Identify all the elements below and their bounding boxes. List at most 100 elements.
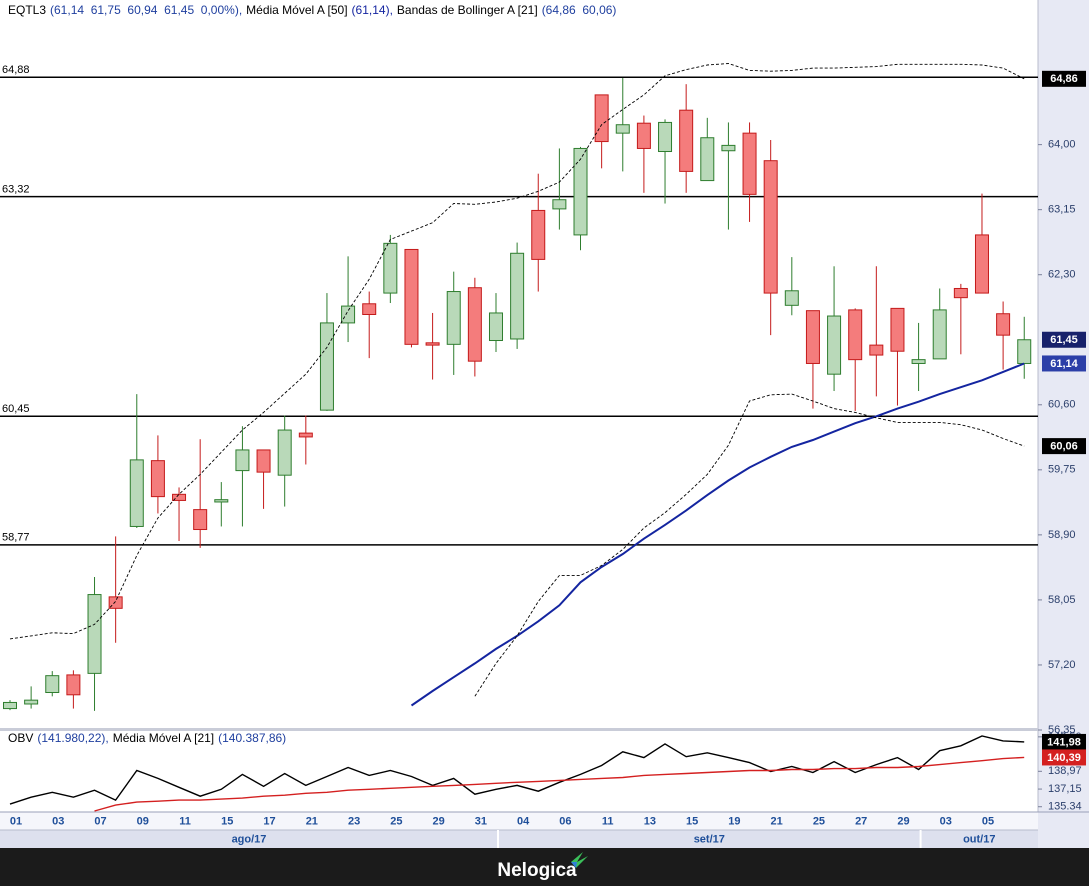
x-tick-label: 27 [855, 815, 867, 827]
price-legend: EQTL3 (61,14 61,75 60,94 61,45 0,00%), Méd… [8, 3, 616, 17]
x-tick-label: 19 [728, 815, 740, 827]
value-box-label: 61,45 [1050, 334, 1078, 346]
y-tick-label: 58,05 [1048, 594, 1076, 606]
value-box-label: 61,14 [1050, 358, 1078, 370]
candle-body [488, 312, 503, 342]
series-line [94, 756, 1025, 812]
candle-body [298, 432, 313, 438]
y-tick-label: 63,15 [1048, 204, 1076, 216]
y-tick-label: 135.34 [1048, 801, 1082, 813]
candle-body [932, 309, 947, 360]
x-tick-label: 31 [475, 815, 487, 827]
x-tick-label: 11 [602, 815, 614, 827]
legend-part: (61,14 61,75 60,94 61,45 0,00%), [50, 3, 242, 17]
footer [0, 848, 1089, 886]
candle-body [552, 199, 567, 210]
candle-body [129, 459, 144, 527]
y-tick-label: 137,15 [1048, 783, 1082, 795]
candle-body [150, 460, 165, 498]
x-tick-label: 13 [644, 815, 656, 827]
series-line [9, 735, 1025, 805]
value-box-label: 140,39 [1047, 752, 1081, 764]
x-tick-label: 06 [559, 815, 571, 827]
x-tick-label: 03 [940, 815, 952, 827]
legend-part: (140.387,86) [218, 731, 286, 745]
candle-body [974, 234, 989, 294]
level-label: 60,45 [2, 403, 30, 415]
month-label: out/17 [963, 833, 995, 845]
x-tick-label: 03 [52, 815, 64, 827]
candle-body [108, 596, 123, 609]
legend-part: (141.980,22), [37, 731, 108, 745]
axes: 64,00 63,15 62,30 60,60 59,75 58,90 58,05 57,20… [10, 70, 1086, 848]
obv-panel [9, 735, 1025, 812]
candle-body [404, 248, 419, 345]
candle-body [869, 344, 884, 356]
value-box [1042, 749, 1086, 766]
x-tick-label: 25 [813, 815, 825, 827]
price-axis-panel [1038, 0, 1089, 848]
level-label: 58,77 [2, 532, 30, 544]
month-label: set/17 [694, 833, 725, 845]
month-axis [0, 830, 1038, 848]
value-box [1042, 438, 1086, 455]
candle-body [848, 309, 863, 361]
y-tick-label: 59,75 [1048, 464, 1076, 476]
logo [571, 862, 577, 868]
value-box-label: 60,06 [1050, 441, 1078, 453]
candle-body [679, 109, 694, 172]
candle-body [531, 209, 546, 260]
y-tick-label: 62,30 [1048, 269, 1076, 281]
candle-body [911, 359, 926, 364]
y-tick-label: 56,35 [1048, 724, 1076, 736]
candle-body [763, 160, 778, 294]
series-line [9, 63, 1025, 640]
candle-body [721, 144, 736, 152]
legend-part: EQTL3 [8, 3, 46, 17]
candle-body [172, 493, 187, 501]
x-tick-label: 07 [94, 815, 106, 827]
candle-body [467, 287, 482, 362]
price-panel: 64,88 63,32 60,45 58,77 [0, 63, 1038, 711]
y-tick-label: 58,90 [1048, 529, 1076, 541]
candle-body [510, 252, 525, 340]
x-tick-label: 29 [432, 815, 444, 827]
candle-body [784, 290, 799, 306]
obv-legend: OBV (141.980,22), Média Móvel A [21] (140.3… [8, 731, 286, 745]
level-label: 63,32 [2, 184, 30, 196]
panel-separator [0, 728, 1038, 731]
candle-body [1017, 339, 1032, 364]
candle-body [66, 674, 81, 696]
x-tick-label: 29 [897, 815, 909, 827]
x-tick-label: 21 [771, 815, 783, 827]
candle-body [573, 147, 588, 236]
candle-body [24, 699, 39, 705]
candle-body [827, 315, 842, 375]
x-tick-label: 25 [390, 815, 402, 827]
legend-part: Média Móvel A [50] [246, 3, 347, 17]
candle-body [214, 499, 229, 503]
y-tick-label: 60,60 [1048, 399, 1076, 411]
candle-body [742, 132, 757, 195]
candle-body [446, 291, 461, 345]
candle-body [341, 305, 356, 324]
y-tick-label: 57,20 [1048, 659, 1076, 671]
day-axis [0, 812, 1038, 830]
series-line [410, 362, 1025, 707]
legend-part: (61,14), [352, 3, 393, 17]
candle-body [362, 303, 377, 315]
candle-body [700, 137, 715, 182]
x-tick-label: 09 [137, 815, 149, 827]
value-box [1042, 355, 1086, 372]
level-label: 64,88 [2, 64, 30, 76]
candle-body [805, 310, 820, 364]
candle-body [996, 313, 1011, 336]
x-tick-label: 11 [179, 815, 191, 827]
value-box [1042, 733, 1086, 750]
y-tick-label: 64,00 [1048, 139, 1076, 151]
candle-body [45, 675, 60, 694]
candle-body [235, 449, 250, 472]
x-tick-label: 23 [348, 815, 360, 827]
